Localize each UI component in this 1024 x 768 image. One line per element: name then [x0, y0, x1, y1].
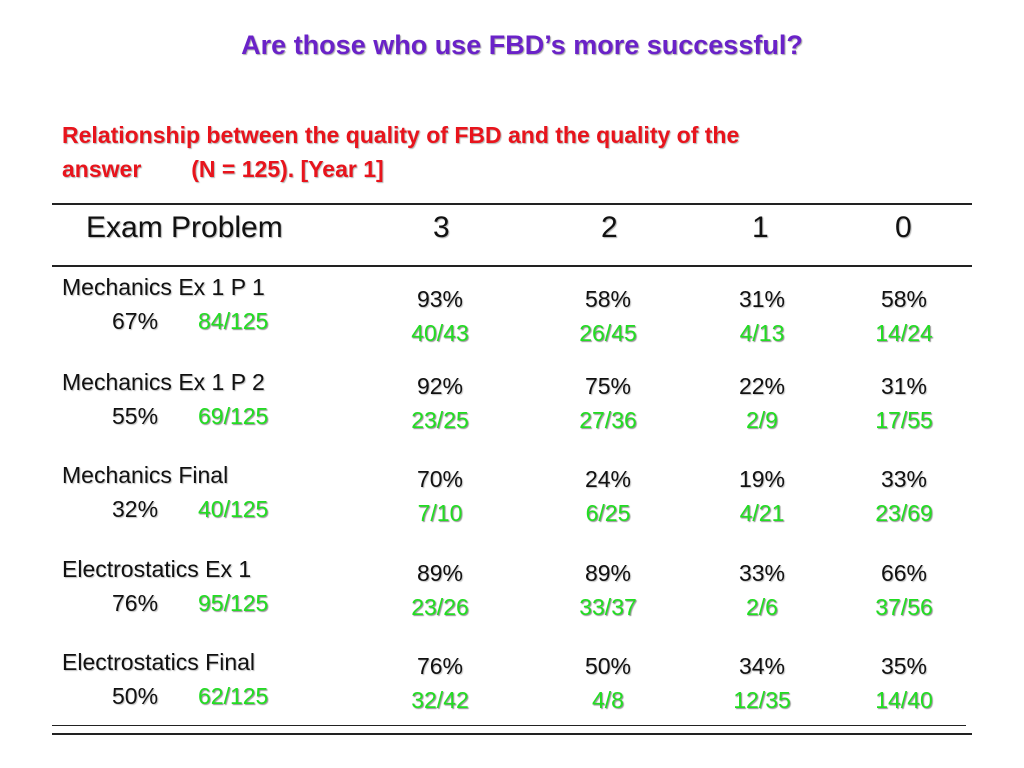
subtitle-sample-size: (N = 125). [Year 1]	[191, 156, 384, 182]
cell-percent: 93%	[416, 286, 464, 312]
exam-problem-name: Electrostatics Final	[62, 649, 256, 675]
cell-percent: 76%	[416, 653, 464, 679]
cell-percent: 19%	[738, 466, 786, 492]
table-header-rule	[52, 265, 972, 267]
table-row: Electrostatics Final 50% 62/125 76% 32/42 50%…	[0, 649, 1024, 729]
cell-percent: 89%	[416, 560, 464, 586]
exam-problem-name: Mechanics Ex 1 P 2	[62, 369, 265, 395]
cell-score-3: 89% 23/26	[380, 556, 500, 624]
cell-score-2: 75% 27/36	[548, 369, 668, 437]
table-bottom-rule-2	[52, 733, 972, 735]
table-row: Mechanics Final 32% 40/125 70% 7/10 24% 6/25 19…	[0, 462, 1024, 542]
cell-percent: 50%	[584, 653, 632, 679]
cell-score-0: 66% 37/56	[844, 556, 964, 624]
header-score-2: 2	[601, 211, 618, 244]
cell-fraction: 23/69	[875, 500, 933, 526]
overall-fraction: 95/125	[198, 590, 269, 616]
table-top-rule	[52, 203, 972, 205]
header-score-0: 0	[895, 211, 912, 244]
cell-score-3: 92% 23/25	[380, 369, 500, 437]
cell-percent: 66%	[880, 560, 928, 586]
cell-fraction: 4/21	[739, 500, 785, 526]
slide-title: Are those who use FBD’s more successful?	[241, 30, 803, 60]
cell-percent: 35%	[880, 653, 928, 679]
overall-percent: 67%	[112, 308, 159, 334]
overall-fraction: 62/125	[198, 683, 269, 709]
cell-score-2: 58% 26/45	[548, 282, 668, 350]
subtitle-answer: answer	[62, 156, 142, 182]
cell-fraction: 2/9	[746, 407, 778, 433]
header-exam-problem: Exam Problem	[86, 211, 283, 244]
cell-fraction: 23/26	[411, 594, 469, 620]
table-row: Mechanics Ex 1 P 1 67% 84/125 93% 40/43 58% 26…	[0, 274, 1024, 354]
cell-score-2: 89% 33/37	[548, 556, 668, 624]
cell-percent: 22%	[738, 373, 786, 399]
table-row: Electrostatics Ex 1 76% 95/125 89% 23/26 89% 3…	[0, 556, 1024, 636]
cell-fraction: 40/43	[411, 320, 469, 346]
cell-percent: 75%	[584, 373, 632, 399]
cell-score-3: 93% 40/43	[380, 282, 500, 350]
table-row: Mechanics Ex 1 P 2 55% 69/125 92% 23/25 75% 27…	[0, 369, 1024, 449]
cell-score-0: 58% 14/24	[844, 282, 964, 350]
cell-fraction: 14/40	[875, 687, 933, 713]
table-bottom-rule-1	[52, 725, 966, 726]
cell-percent: 34%	[738, 653, 786, 679]
cell-score-1: 31% 4/13	[702, 282, 822, 350]
cell-percent: 58%	[584, 286, 632, 312]
cell-fraction: 14/24	[875, 320, 933, 346]
subtitle-line-2: answer (N = 125). [Year 1]	[62, 152, 962, 186]
exam-problem-name: Electrostatics Ex 1	[62, 556, 252, 582]
cell-percent: 70%	[416, 466, 464, 492]
cell-percent: 31%	[880, 373, 928, 399]
cell-fraction: 12/35	[733, 687, 791, 713]
cell-percent: 92%	[416, 373, 464, 399]
cell-fraction: 26/45	[579, 320, 637, 346]
cell-percent: 89%	[584, 560, 632, 586]
cell-fraction: 2/6	[746, 594, 778, 620]
cell-score-1: 34% 12/35	[702, 649, 822, 717]
header-score-3: 3	[433, 211, 450, 244]
exam-problem-name: Mechanics Final	[62, 462, 229, 488]
overall-percent: 50%	[112, 683, 159, 709]
exam-problem-name: Mechanics Ex 1 P 1	[62, 274, 265, 300]
overall-fraction: 69/125	[198, 403, 269, 429]
cell-fraction: 4/8	[592, 687, 624, 713]
cell-score-1: 33% 2/6	[702, 556, 822, 624]
cell-fraction: 32/42	[411, 687, 469, 713]
cell-fraction: 23/25	[411, 407, 469, 433]
header-score-1: 1	[752, 211, 769, 244]
cell-fraction: 37/56	[875, 594, 933, 620]
overall-fraction: 84/125	[198, 308, 269, 334]
cell-fraction: 27/36	[579, 407, 637, 433]
cell-fraction: 7/10	[417, 500, 463, 526]
cell-fraction: 4/13	[739, 320, 785, 346]
cell-fraction: 17/55	[875, 407, 933, 433]
cell-score-2: 50% 4/8	[548, 649, 668, 717]
slide-subtitle: Relationship between the quality of FBD …	[62, 118, 962, 186]
cell-score-3: 76% 32/42	[380, 649, 500, 717]
overall-fraction: 40/125	[198, 496, 269, 522]
subtitle-line-1: Relationship between the quality of FBD …	[62, 122, 740, 148]
overall-percent: 32%	[112, 496, 159, 522]
cell-score-0: 31% 17/55	[844, 369, 964, 437]
cell-fraction: 6/25	[585, 500, 631, 526]
cell-score-0: 35% 14/40	[844, 649, 964, 717]
cell-percent: 33%	[738, 560, 786, 586]
cell-percent: 24%	[584, 466, 632, 492]
cell-score-1: 22% 2/9	[702, 369, 822, 437]
cell-fraction: 33/37	[579, 594, 637, 620]
cell-percent: 31%	[738, 286, 786, 312]
cell-score-3: 70% 7/10	[380, 462, 500, 530]
overall-percent: 76%	[112, 590, 159, 616]
cell-score-1: 19% 4/21	[702, 462, 822, 530]
cell-percent: 33%	[880, 466, 928, 492]
cell-percent: 58%	[880, 286, 928, 312]
overall-percent: 55%	[112, 403, 159, 429]
cell-score-2: 24% 6/25	[548, 462, 668, 530]
cell-score-0: 33% 23/69	[844, 462, 964, 530]
